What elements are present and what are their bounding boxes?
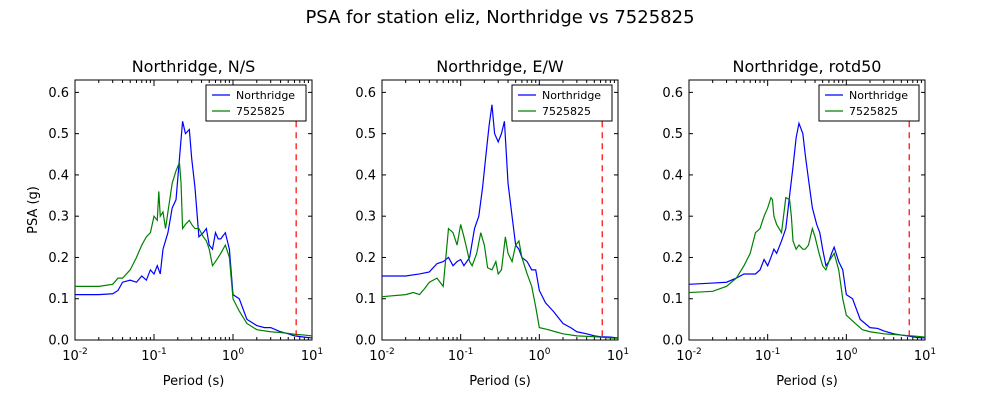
y-tick-label: 0.4 [355, 168, 376, 183]
subplot-2: Northridge, E/W 0.0 0.1 0.2 0.3 0.4 0.5 0.6 10-2… [355, 57, 629, 389]
subplot-title: Northridge, rotd50 [733, 57, 882, 76]
series-line-northridge [689, 121, 925, 339]
series-line-simulation [689, 196, 925, 338]
x-tick-label: 10-2 [369, 347, 395, 364]
y-axis-label: PSA (g) [26, 186, 41, 234]
subplot-1: Northridge, N/S 0.0 0.1 0.2 0.3 0.4 0.5 0.6 10-2… [26, 57, 323, 389]
legend-box [818, 84, 920, 122]
figure-suptitle: PSA for station eliz, Northridge vs 7525… [305, 7, 694, 28]
subplot-title: Northridge, N/S [132, 57, 256, 76]
y-tick-label: 0.5 [662, 127, 683, 142]
x-tick-label: 10-2 [62, 347, 88, 364]
y-tick-label: 0.1 [662, 292, 683, 307]
series-line-northridge [382, 104, 618, 339]
x-axis-label: Period (s) [776, 374, 838, 389]
x-axis-label: Period (s) [163, 374, 225, 389]
y-tick-label: 0.5 [355, 127, 376, 142]
y-tick-label: 0.0 [48, 334, 69, 349]
legend-label: 7525825 [849, 105, 898, 118]
y-tick-label: 0.4 [48, 168, 69, 183]
x-tick-label: 10-2 [676, 347, 702, 364]
legend-label: Northridge [849, 89, 908, 102]
subplot-title: Northridge, E/W [436, 57, 564, 76]
legend: Northridge 7525825 [818, 84, 920, 122]
y-tick-label: 0.3 [355, 210, 376, 225]
legend: Northridge 7525825 [511, 84, 613, 122]
y-tick-label: 0.2 [48, 251, 69, 266]
legend-box [511, 84, 613, 122]
legend-label: Northridge [236, 89, 295, 102]
legend-label: Northridge [542, 89, 601, 102]
legend-label: 7525825 [236, 105, 285, 118]
x-tick-label: 10-1 [755, 347, 781, 364]
axes-frame [74, 79, 313, 341]
legend-box [205, 84, 307, 122]
y-tick-label: 0.1 [355, 292, 376, 307]
series-line-simulation [75, 162, 312, 337]
x-tick-label: 100 [222, 347, 245, 364]
y-tick-label: 0.0 [355, 334, 376, 349]
y-tick-label: 0.2 [355, 251, 376, 266]
subplot-3: Northridge, rotd50 0.0 0.1 0.2 0.3 0.4 0.5 0.6 1… [662, 57, 936, 389]
x-tick-label: 10-1 [448, 347, 474, 364]
axes-frame [381, 79, 619, 341]
y-tick-label: 0.4 [662, 168, 683, 183]
series-line-simulation [382, 224, 618, 339]
y-tick-label: 0.6 [355, 86, 376, 101]
x-tick-label: 101 [301, 347, 323, 364]
y-tick-label: 0.3 [662, 210, 683, 225]
x-tick-label: 100 [835, 347, 858, 364]
y-tick-label: 0.0 [662, 334, 683, 349]
legend: Northridge 7525825 [205, 84, 307, 122]
y-tick-label: 0.2 [662, 251, 683, 266]
x-tick-label: 10-1 [141, 347, 167, 364]
y-tick-label: 0.6 [48, 86, 69, 101]
y-tick-label: 0.6 [662, 86, 683, 101]
axes-frame [688, 79, 926, 341]
legend-label: 7525825 [542, 105, 591, 118]
x-tick-label: 100 [528, 347, 551, 364]
x-tick-label: 101 [607, 347, 629, 364]
x-tick-label: 101 [914, 347, 936, 364]
y-tick-label: 0.1 [48, 292, 69, 307]
x-axis-label: Period (s) [469, 374, 531, 389]
y-tick-label: 0.5 [48, 127, 69, 142]
y-tick-label: 0.3 [48, 210, 69, 225]
series-line-northridge [75, 121, 312, 339]
